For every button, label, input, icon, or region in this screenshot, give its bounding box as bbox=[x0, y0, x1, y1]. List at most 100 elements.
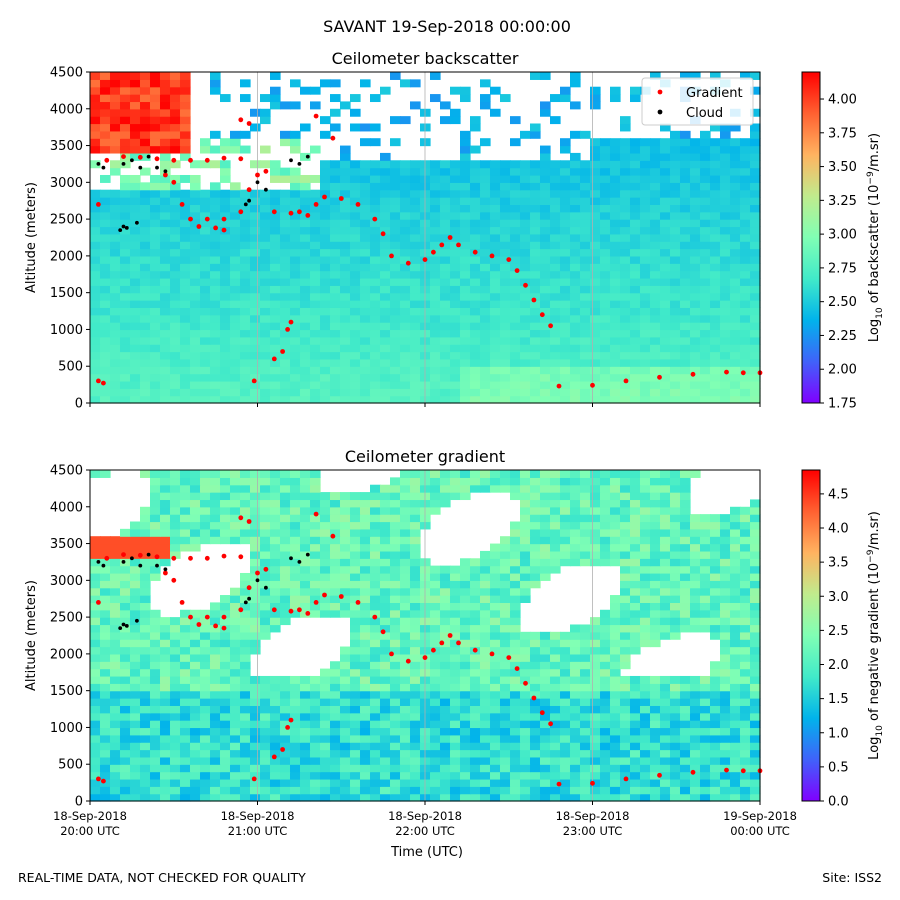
heatmap-cell bbox=[440, 675, 451, 684]
gradient-point bbox=[322, 194, 327, 200]
heatmap-cell bbox=[400, 174, 411, 183]
heatmap-cell bbox=[370, 358, 381, 367]
heatmap-cell bbox=[560, 646, 571, 655]
heatmap-cell bbox=[90, 543, 101, 552]
heatmap-cell bbox=[150, 79, 161, 88]
heatmap-cell bbox=[170, 543, 181, 552]
heatmap-cell bbox=[640, 587, 651, 596]
heatmap-cell bbox=[430, 204, 441, 213]
heatmap-cell bbox=[500, 668, 511, 677]
heatmap-cell bbox=[610, 248, 621, 257]
heatmap-cell bbox=[660, 521, 671, 530]
heatmap-cell bbox=[210, 72, 221, 80]
heatmap-cell bbox=[740, 528, 751, 537]
heatmap-cell bbox=[540, 108, 551, 117]
heatmap-cell bbox=[710, 742, 721, 751]
heatmap-cell bbox=[470, 351, 481, 360]
heatmap-cell bbox=[240, 793, 251, 802]
heatmap-cell bbox=[200, 255, 211, 264]
heatmap-cell bbox=[280, 189, 291, 198]
heatmap-cell bbox=[710, 580, 721, 589]
heatmap-cell bbox=[700, 624, 711, 633]
heatmap-cell bbox=[310, 204, 321, 213]
heatmap-cell bbox=[150, 174, 161, 183]
heatmap-cell bbox=[570, 506, 581, 515]
heatmap-cell bbox=[540, 646, 551, 655]
gradient-point bbox=[154, 156, 160, 162]
heatmap-cell bbox=[470, 189, 481, 198]
heatmap-cell bbox=[540, 233, 551, 242]
heatmap-cell bbox=[580, 712, 591, 721]
heatmap-cell bbox=[340, 506, 351, 515]
heatmap-cell bbox=[280, 565, 291, 574]
heatmap-cell bbox=[670, 322, 681, 331]
heatmap-cell bbox=[650, 742, 661, 751]
heatmap-cell bbox=[590, 211, 601, 220]
heatmap-cell bbox=[390, 550, 401, 559]
heatmap-cell bbox=[270, 506, 281, 515]
heatmap-cell bbox=[370, 639, 381, 648]
heatmap-cell bbox=[440, 793, 451, 802]
heatmap-cell bbox=[460, 646, 471, 655]
heatmap-cell bbox=[220, 395, 231, 404]
heatmap-cell bbox=[160, 543, 171, 552]
heatmap-cell bbox=[170, 624, 181, 633]
heatmap-cell bbox=[490, 322, 501, 331]
heatmap-cell bbox=[390, 617, 401, 626]
heatmap-cell bbox=[470, 712, 481, 721]
heatmap-cell bbox=[120, 116, 131, 125]
heatmap-cell bbox=[670, 756, 681, 765]
heatmap-cell bbox=[260, 285, 271, 294]
heatmap-cell bbox=[290, 314, 301, 323]
heatmap-cell bbox=[520, 705, 531, 714]
heatmap-cell bbox=[600, 705, 611, 714]
heatmap-cell bbox=[380, 366, 391, 375]
heatmap-cell bbox=[130, 300, 141, 308]
heatmap-cell bbox=[680, 617, 691, 626]
heatmap-cell bbox=[100, 580, 111, 589]
heatmap-cell bbox=[700, 145, 711, 154]
heatmap-cell bbox=[200, 160, 211, 169]
heatmap-cell bbox=[520, 742, 531, 751]
heatmap-cell bbox=[650, 639, 661, 648]
heatmap-cell bbox=[110, 705, 121, 714]
heatmap-cell bbox=[690, 277, 701, 286]
heatmap-cell bbox=[550, 749, 561, 758]
heatmap-cell bbox=[620, 233, 631, 242]
heatmap-cell bbox=[320, 292, 331, 301]
heatmap-cell bbox=[240, 528, 251, 537]
heatmap-cell bbox=[470, 572, 481, 581]
heatmap-cell bbox=[370, 322, 381, 331]
heatmap-cell bbox=[410, 358, 421, 367]
heatmap-cell bbox=[650, 204, 661, 213]
heatmap-cell bbox=[550, 653, 561, 662]
heatmap-cell bbox=[730, 514, 741, 523]
heatmap-cell bbox=[570, 219, 581, 228]
heatmap-cell bbox=[700, 771, 711, 780]
heatmap-cell bbox=[510, 565, 521, 574]
heatmap-cell bbox=[250, 609, 261, 618]
heatmap-cell bbox=[530, 167, 541, 176]
gradient-point bbox=[523, 282, 528, 288]
heatmap-cell bbox=[210, 86, 221, 95]
heatmap-cell bbox=[710, 778, 721, 787]
gradient-point bbox=[313, 202, 319, 207]
heatmap-cell bbox=[660, 712, 671, 721]
heatmap-cell bbox=[160, 756, 171, 765]
heatmap-cell bbox=[610, 661, 621, 670]
heatmap-cell bbox=[240, 580, 251, 589]
heatmap-cell bbox=[630, 138, 641, 147]
heatmap-cell bbox=[440, 211, 451, 220]
heatmap-cell bbox=[120, 241, 131, 250]
heatmap-cell bbox=[440, 639, 451, 648]
heatmap-cell bbox=[660, 536, 671, 545]
heatmap-cell bbox=[690, 572, 701, 581]
heatmap-cell bbox=[750, 624, 761, 633]
heatmap-cell bbox=[200, 241, 211, 250]
heatmap-cell bbox=[540, 322, 551, 331]
heatmap-cell bbox=[440, 322, 451, 331]
heatmap-cell bbox=[90, 145, 101, 154]
heatmap-cell bbox=[140, 778, 151, 787]
heatmap-cell bbox=[300, 270, 311, 279]
heatmap-cell bbox=[580, 742, 591, 751]
